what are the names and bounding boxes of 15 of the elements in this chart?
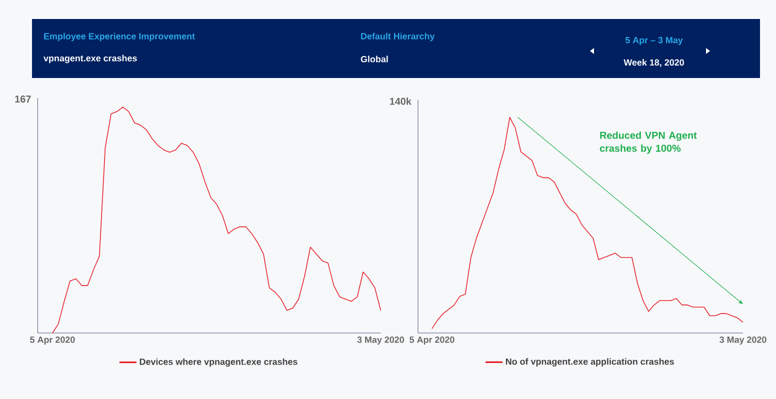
x-tick-label: 3 May 2020 (357, 336, 404, 345)
text: Global (360, 56, 388, 62)
legend-label: Devices where vpnagent.exe crashes (140, 358, 298, 367)
text: Employee Experience Improvement (44, 32, 195, 42)
legend-label: No of vpnagent.exe application crashes (506, 358, 674, 367)
annotation: Reduced VPN Agent crashes by 100% (600, 132, 697, 154)
x-tick-label: 5 Apr 2020 (30, 336, 75, 345)
x-tick-label: 3 May 2020 (720, 336, 766, 345)
text: vpnagent.exe crashes (44, 54, 137, 64)
text: 5 Apr – 3 May (625, 36, 683, 46)
text: 140k (390, 98, 412, 105)
text: Week 18, 2020 (624, 59, 684, 67)
x-tick-label: 5 Apr 2020 (410, 336, 454, 345)
text: Default Hierarchy (361, 32, 435, 42)
text: 167 (15, 96, 31, 103)
